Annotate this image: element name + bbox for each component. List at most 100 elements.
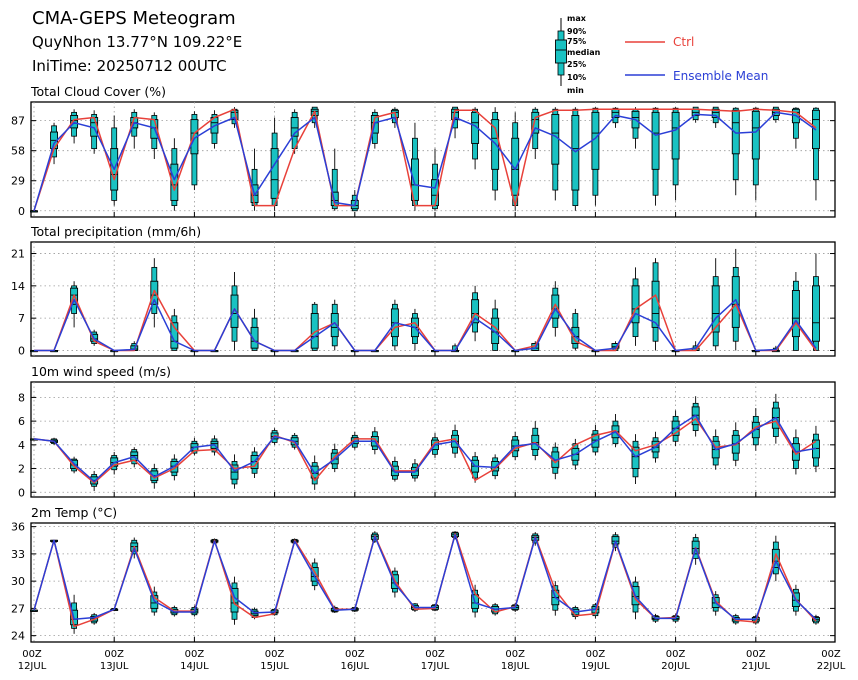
x-axis-labels: 00Z12JUL00Z13JUL00Z14JUL00Z15JUL00Z16JUL… [18, 649, 846, 672]
panel-frame [30, 241, 836, 357]
box-25-75 [671, 111, 680, 160]
box-plot [250, 148, 259, 211]
box-plot [491, 107, 500, 201]
y-tick-label: 8 [18, 391, 25, 404]
box-plot [591, 107, 600, 206]
box-plot [671, 107, 680, 201]
box-plot [170, 138, 179, 211]
box-25-75 [551, 294, 560, 319]
box-plots [30, 106, 820, 213]
box-plot [631, 434, 640, 484]
box-plot [551, 107, 560, 201]
ensemble-mean-line [33, 111, 817, 212]
legend-box-25-75 [555, 39, 567, 64]
legend-mean-label: Ensemble Mean [673, 69, 768, 83]
y-tick-label: 4 [18, 439, 25, 452]
box-25-75 [651, 111, 660, 170]
y-tick-label: 58 [11, 145, 25, 158]
box-25-75 [310, 567, 319, 582]
panel-title: 10m wind speed (m/s) [31, 364, 171, 379]
x-tick-label-time: 00Z [22, 649, 42, 660]
x-tick-label-date: 19JUL [581, 661, 610, 672]
y-tick-label: 0 [18, 205, 25, 218]
box-25-75 [551, 113, 560, 165]
y-tick-label: 30 [11, 575, 25, 588]
panel-2: Total precipitation (mm/6h) 0 7 14 21 [11, 224, 836, 357]
panel-frame [30, 101, 836, 218]
legend-box-label: max [567, 14, 587, 23]
box-25-75 [711, 285, 720, 333]
box-plot [190, 111, 199, 191]
y-tick-label: 6 [18, 415, 25, 428]
box-plot [651, 258, 660, 351]
y-tick-label: 21 [11, 248, 25, 261]
x-tick-label-date: 13JUL [100, 661, 129, 672]
box-25-75 [711, 108, 720, 118]
box-plot [571, 107, 580, 211]
ensemble-mean-line [33, 414, 817, 483]
x-tick-label-time: 00Z [104, 649, 124, 660]
location-label: QuyNhon 13.77°N 109.22°E [32, 33, 243, 51]
legend-box-label: 25% [567, 60, 586, 69]
x-tick-label-date: 16JUL [341, 661, 370, 672]
panel-frame [30, 522, 836, 643]
box-plot [310, 558, 319, 591]
box-25-75 [170, 163, 179, 201]
legend-box-label: 10% [567, 73, 586, 82]
legend-box-label: min [567, 86, 584, 95]
x-tick-label-time: 00Z [265, 649, 285, 660]
box-plot [30, 609, 38, 612]
box-plot [812, 253, 820, 351]
box-25-75 [70, 115, 79, 129]
box-plot [651, 107, 660, 206]
box-plot [631, 107, 640, 149]
y-tick-label: 24 [11, 630, 25, 643]
legend-box-label: 75% [567, 37, 586, 46]
ensemble-mean-line [34, 298, 817, 352]
box-plot [250, 308, 259, 351]
box-plot [812, 107, 820, 201]
box-25-75 [571, 115, 580, 191]
y-tick-label: 7 [18, 312, 25, 325]
x-tick-label-time: 00Z [505, 649, 525, 660]
box-25-75 [250, 326, 259, 349]
box-25-75 [751, 110, 760, 160]
y-tick-label: 2 [18, 463, 25, 476]
y-tick-label: 33 [11, 548, 25, 561]
box-25-75 [230, 294, 239, 328]
ensemble-mean-line [33, 534, 817, 621]
box-plot [30, 210, 38, 213]
box-25-75 [591, 111, 600, 170]
box-plot [110, 115, 119, 206]
x-tick-label-time: 00Z [425, 649, 445, 660]
box-25-75 [631, 446, 640, 469]
box-plot [310, 302, 319, 351]
panel-title: 2m Temp (°C) [31, 505, 117, 520]
box-plot [230, 272, 239, 351]
box-plot [731, 107, 740, 196]
legend-ctrl-label: Ctrl [673, 35, 694, 49]
panel-title: Total precipitation (mm/6h) [30, 224, 201, 239]
x-tick-label-time: 00Z [666, 649, 686, 660]
box-25-75 [511, 137, 520, 196]
x-tick-label-date: 12JUL [18, 661, 47, 672]
box-25-75 [731, 109, 740, 155]
box-plot [471, 107, 480, 170]
box-25-75 [791, 290, 800, 338]
legend: max 90%75% median 25% 10% min Ctrl Ensemble Mea… [555, 14, 768, 95]
box-plot [531, 421, 540, 461]
panel-1: Total Cloud Cover (%) 0 29 58 87 [11, 84, 836, 218]
panel-3: 10m wind speed (m/s) 0 2 4 6 8 [18, 364, 836, 499]
x-tick-label-time: 00Z [746, 649, 766, 660]
box-plot [471, 285, 480, 342]
box-25-75 [651, 280, 660, 328]
x-tick-label-date: 15JUL [260, 661, 289, 672]
box-plot [230, 576, 239, 625]
ctrl-line [33, 418, 817, 484]
y-tick-label: 14 [11, 280, 25, 293]
box-plot [571, 308, 580, 351]
x-tick-label-date: 18JUL [501, 661, 530, 672]
box-25-75 [471, 299, 480, 324]
panel-4: 2m Temp (°C) 24 27 30 33 36 [11, 505, 836, 643]
box-plots [30, 393, 820, 492]
